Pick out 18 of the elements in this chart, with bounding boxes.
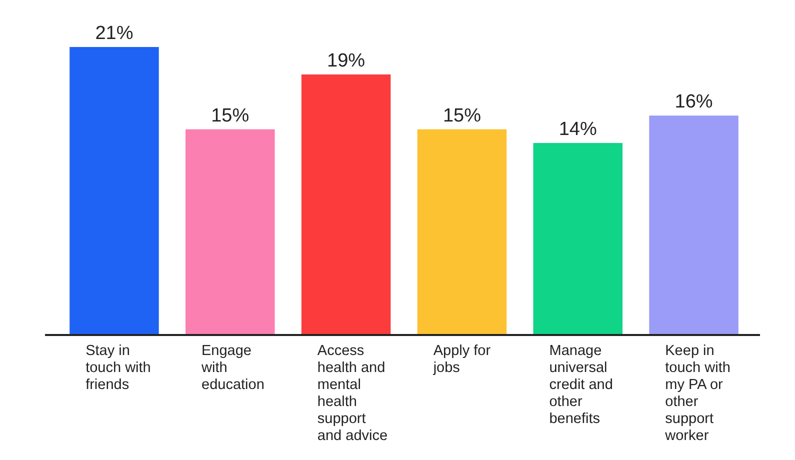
bar — [417, 129, 507, 335]
bar — [70, 47, 159, 335]
data-label: 15% — [442, 105, 482, 126]
data-label: 16% — [674, 92, 713, 113]
data-label: 19% — [327, 50, 366, 72]
bar — [649, 116, 738, 335]
x-tick-label: Manage universal credit and other benefits — [549, 343, 613, 427]
data-label: 21% — [95, 23, 134, 44]
x-tick-label: Stay in touch with friends — [86, 343, 151, 393]
data-label: 14% — [558, 119, 597, 140]
bar — [301, 74, 391, 335]
x-tick-label: Apply for jobs — [432, 343, 491, 376]
bar — [186, 129, 275, 335]
data-label: 15% — [211, 105, 250, 126]
x-tick-label: Keep in touch with my PA or other support worker — [664, 343, 730, 444]
bar — [533, 143, 622, 335]
x-tick-label: Engage with education — [200, 343, 264, 393]
x-tick-label: Access health and mental health support and advice — [317, 343, 388, 444]
